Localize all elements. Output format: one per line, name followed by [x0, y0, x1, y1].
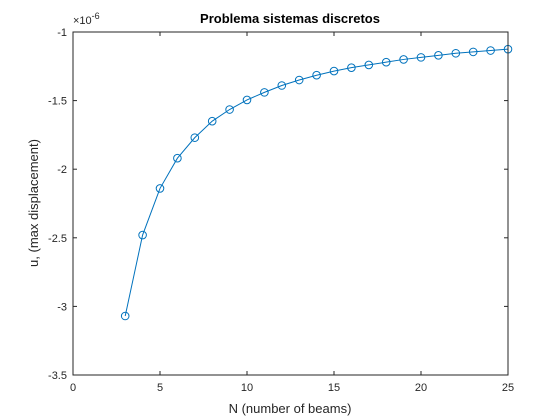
data-point-marker — [294, 75, 304, 85]
x-tick-label: 0 — [70, 382, 76, 394]
data-point-marker — [155, 184, 165, 193]
x-tick-label: 15 — [328, 382, 340, 394]
data-point-marker — [225, 105, 234, 114]
y-multiplier: ×10-6 — [73, 11, 100, 27]
y-tick-label: -2 — [57, 164, 67, 176]
x-tick-label: 25 — [502, 382, 514, 394]
data-point-marker — [486, 46, 495, 55]
y-tick-label: -3.5 — [48, 370, 67, 382]
x-tick-label: 10 — [241, 382, 253, 394]
data-point-marker — [329, 66, 339, 76]
data-point-marker — [451, 48, 461, 58]
data-point-marker — [242, 95, 252, 105]
series-layer — [120, 44, 513, 321]
data-point-marker — [381, 57, 391, 67]
x-tick-label: 5 — [157, 382, 163, 394]
data-point-marker — [434, 51, 443, 60]
y-tick-label: -3 — [57, 301, 67, 313]
data-point-marker — [416, 53, 426, 62]
y-axis-label: u, (max displacement) — [26, 139, 41, 267]
data-point-marker — [120, 311, 130, 321]
y-tick-label: -1 — [57, 27, 67, 39]
data-point-marker — [347, 63, 356, 72]
y-multiplier-exponent: -6 — [92, 11, 100, 21]
data-point-marker — [468, 47, 478, 57]
plot-background — [73, 32, 508, 375]
data-point-marker — [260, 88, 269, 97]
data-point-marker — [364, 60, 374, 70]
x-axis-label: N (number of beams) — [229, 401, 352, 416]
series-line — [124, 48, 509, 317]
x-tick-label: 20 — [415, 382, 427, 394]
y-multiplier-base: ×10 — [73, 15, 92, 27]
y-tick-label: -2.5 — [48, 233, 67, 245]
data-point-marker — [207, 116, 217, 126]
tick-layer: 0 5 10 15 20 25 -3.5 -3 -2.5 -2 -1.5 -1 — [48, 27, 514, 394]
plot-frame — [72, 31, 509, 376]
data-point-marker — [190, 133, 200, 142]
y-tick-label: -1.5 — [48, 96, 67, 108]
data-point-marker — [312, 70, 321, 80]
data-point-marker — [138, 230, 147, 240]
data-point-marker — [399, 55, 408, 64]
chart-title: Problema sistemas discretos — [200, 11, 380, 26]
data-point-marker — [173, 153, 182, 163]
data-point-marker — [277, 81, 287, 90]
